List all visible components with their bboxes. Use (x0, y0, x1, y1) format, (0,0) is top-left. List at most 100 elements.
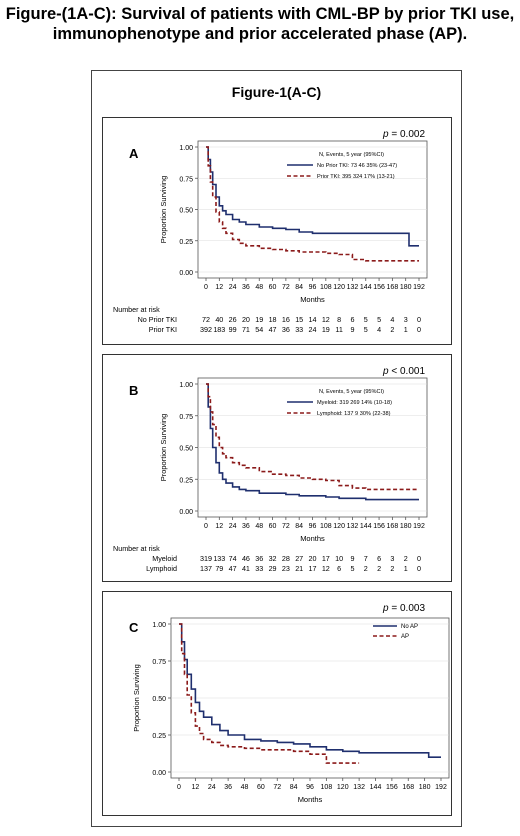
p-value-label: p < 0.001 (382, 366, 425, 377)
risk-table-cell: 0 (417, 554, 421, 563)
x-tick-label: 60 (257, 784, 265, 791)
risk-table-header: Number at risk (113, 305, 160, 314)
page-title-line-1: Figure-(1A-C): Survival of patients with… (5, 5, 515, 23)
panel-label: A (129, 146, 139, 161)
x-tick-label: 108 (320, 523, 332, 530)
x-tick-label: 72 (282, 523, 290, 530)
risk-table-cell: 9 (350, 325, 354, 334)
risk-table-cell: 11 (335, 325, 342, 334)
risk-table-cell: 72 (202, 315, 210, 324)
x-tick-label: 156 (386, 784, 398, 791)
risk-table-row-label: Lymphoid (146, 564, 177, 573)
risk-table-cell: 0 (417, 564, 421, 573)
risk-table-cell: 99 (229, 325, 237, 334)
risk-table-cell: 6 (350, 315, 354, 324)
page-title: Figure-(1A-C): Survival of patients with… (0, 4, 520, 44)
risk-table-cell: 392 (200, 325, 212, 334)
risk-table-cell: 20 (242, 315, 250, 324)
x-tick-label: 12 (215, 284, 223, 291)
x-tick-label: 180 (400, 284, 412, 291)
risk-table-cell: 183 (213, 325, 225, 334)
risk-table-cell: 2 (390, 564, 394, 573)
risk-table-cell: 26 (229, 315, 237, 324)
legend-entry: AP (401, 634, 409, 640)
risk-table-cell: 137 (200, 564, 212, 573)
y-tick-label: 0.25 (179, 477, 193, 484)
figure-frame (91, 70, 462, 827)
risk-table-cell: 1 (404, 564, 408, 573)
survival-curve-dashed (206, 383, 419, 491)
y-tick-label: 0.25 (152, 733, 166, 740)
risk-table-cell: 5 (364, 315, 368, 324)
y-axis-label: Proportion Surviving (159, 414, 168, 482)
x-tick-label: 180 (419, 784, 431, 791)
y-tick-label: 1.00 (179, 382, 193, 389)
x-tick-label: 0 (204, 284, 208, 291)
risk-table-cell: 18 (269, 315, 277, 324)
risk-table-cell: 54 (255, 325, 263, 334)
risk-table-cell: 0 (417, 325, 421, 334)
x-tick-label: 12 (215, 523, 223, 530)
y-tick-label: 0.00 (179, 270, 193, 277)
panel-label: B (129, 383, 138, 398)
x-tick-label: 144 (370, 784, 382, 791)
x-tick-label: 84 (295, 284, 303, 291)
survival-curve-dashed (206, 146, 419, 262)
risk-table-cell: 2 (404, 554, 408, 563)
x-tick-label: 168 (402, 784, 414, 791)
survival-curve-dashed (179, 623, 360, 764)
risk-table-cell: 17 (309, 564, 317, 573)
risk-table-cell: 29 (269, 564, 277, 573)
x-tick-label: 24 (229, 523, 237, 530)
risk-table-cell: 36 (255, 554, 263, 563)
x-tick-label: 192 (435, 784, 447, 791)
legend-entry: No Prior TKI: 73 46 35% (23-47) (317, 163, 397, 169)
risk-table-row-label: No Prior TKI (138, 315, 177, 324)
risk-table-cell: 33 (255, 564, 263, 573)
x-tick-label: 156 (373, 523, 385, 530)
x-tick-label: 96 (309, 284, 317, 291)
y-axis-label: Proportion Surviving (132, 664, 141, 732)
y-tick-label: 0.50 (179, 208, 193, 215)
risk-table-cell: 5 (364, 325, 368, 334)
y-tick-label: 1.00 (179, 145, 193, 152)
risk-table-cell: 5 (377, 315, 381, 324)
y-tick-label: 0.00 (179, 509, 193, 516)
risk-table-cell: 6 (377, 554, 381, 563)
risk-table-cell: 1 (404, 325, 408, 334)
risk-table-cell: 33 (295, 325, 303, 334)
risk-table-cell: 19 (322, 325, 330, 334)
risk-table-cell: 12 (322, 315, 330, 324)
risk-table-cell: 7 (364, 554, 368, 563)
page-title-line-2: immunophenotype and prior accelerated ph… (52, 25, 468, 43)
risk-table-cell: 3 (390, 554, 394, 563)
panel-label: C (129, 620, 139, 635)
x-tick-label: 144 (360, 523, 372, 530)
risk-table-cell: 79 (215, 564, 223, 573)
x-tick-label: 96 (306, 784, 314, 791)
risk-table-cell: 133 (213, 554, 225, 563)
x-axis-label: Months (300, 534, 325, 543)
x-tick-label: 48 (255, 523, 263, 530)
risk-table-cell: 74 (229, 554, 237, 563)
legend-entry: Myeloid: 319 269 14% (10-18) (317, 400, 392, 406)
x-tick-label: 192 (413, 284, 425, 291)
risk-table-cell: 4 (377, 325, 381, 334)
x-tick-label: 132 (347, 523, 359, 530)
legend-entry: Lymphoid: 137 9 30% (22-38) (317, 411, 391, 417)
risk-table-cell: 28 (282, 554, 290, 563)
y-tick-label: 0.00 (152, 770, 166, 777)
x-tick-label: 132 (353, 784, 365, 791)
y-tick-label: 0.50 (152, 696, 166, 703)
x-axis-label: Months (300, 295, 325, 304)
y-tick-label: 0.75 (179, 414, 193, 421)
risk-table-cell: 32 (269, 554, 277, 563)
x-tick-label: 192 (413, 523, 425, 530)
risk-table-cell: 71 (242, 325, 250, 334)
risk-table-cell: 47 (269, 325, 277, 334)
km-chart-c: Cp = 0.003 0.00 0.25 0.50 0.75 1.00 0 12 24 36 48 6… (129, 603, 450, 804)
x-tick-label: 168 (387, 523, 399, 530)
x-tick-label: 0 (177, 784, 181, 791)
risk-table-cell: 36 (282, 325, 290, 334)
